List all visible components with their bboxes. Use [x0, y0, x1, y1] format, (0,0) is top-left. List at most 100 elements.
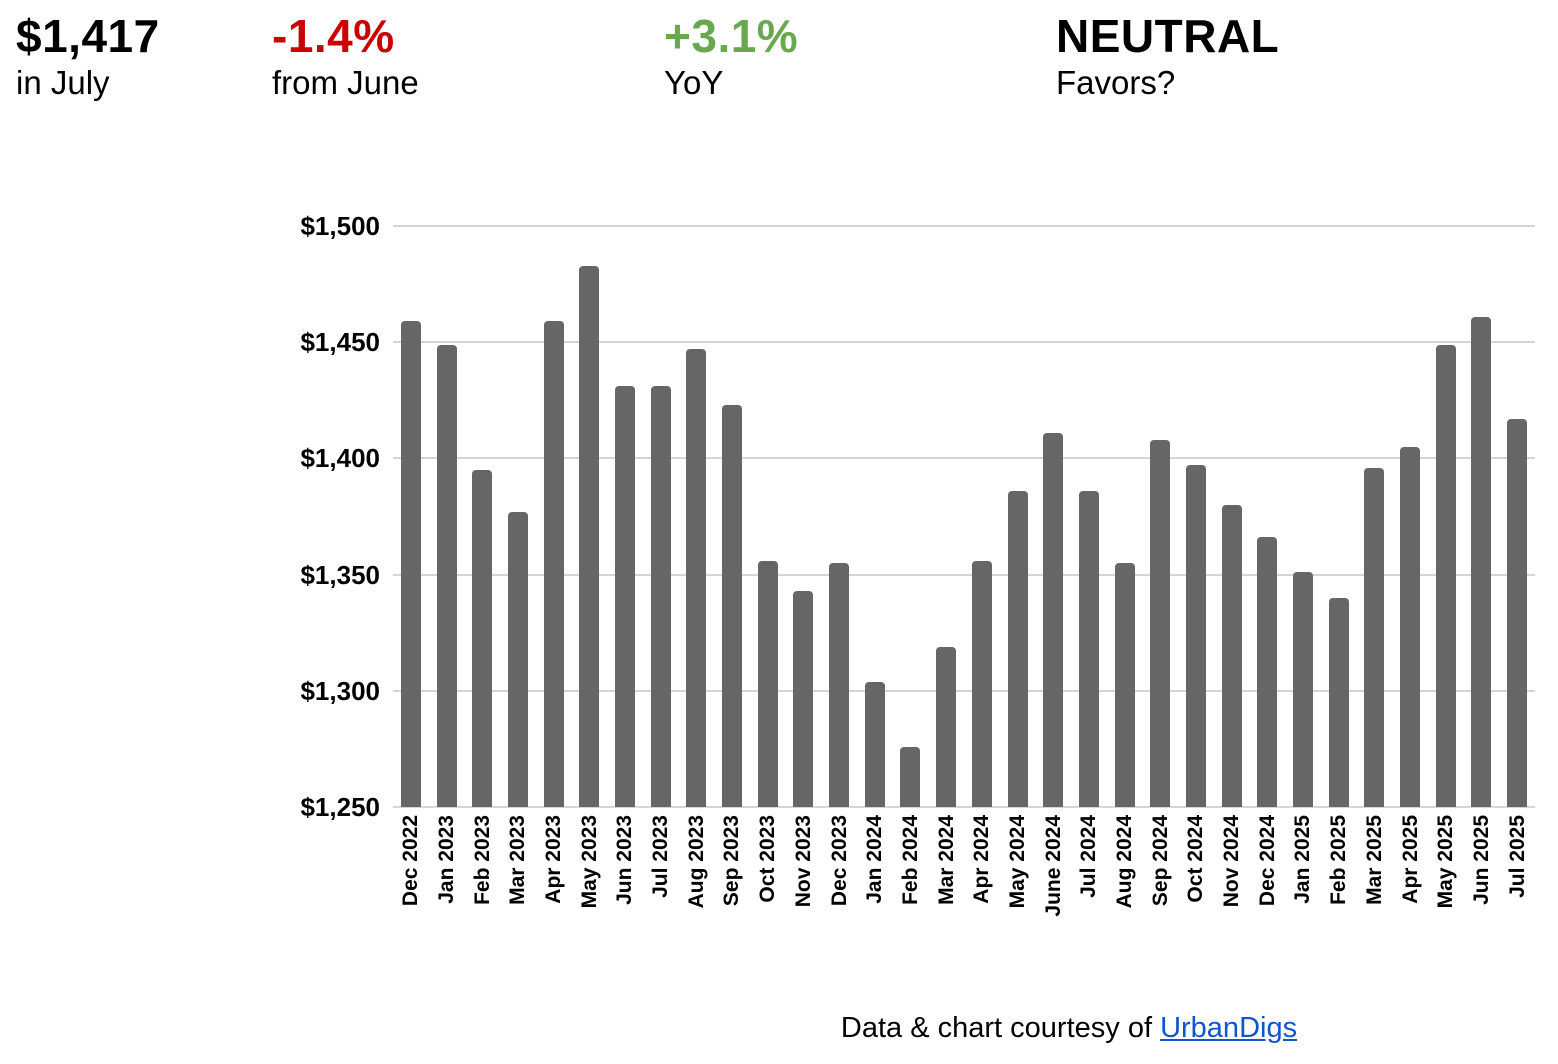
bar-slot — [679, 226, 715, 807]
bar-slot — [1285, 226, 1321, 807]
bar-slot — [464, 226, 500, 807]
bar — [757, 560, 778, 807]
x-tick-label: Mar 2025 — [1362, 815, 1386, 905]
bar — [1150, 439, 1171, 807]
x-tick-label: Apr 2024 — [970, 815, 994, 904]
bar-slot — [821, 226, 857, 807]
y-tick-label: $1,400 — [300, 443, 380, 474]
bar — [1257, 537, 1278, 807]
x-tick-label: Jan 2024 — [863, 815, 887, 904]
bar — [507, 511, 528, 807]
bar-slot — [429, 226, 465, 807]
bar-slot — [1214, 226, 1250, 807]
y-tick-label: $1,300 — [300, 675, 380, 706]
bar — [1078, 490, 1099, 807]
y-tick-label: $1,450 — [300, 327, 380, 358]
bar — [543, 321, 564, 807]
x-tick-label: May 2024 — [1005, 815, 1029, 909]
bar-slot — [500, 226, 536, 807]
x-tick-label: June 2024 — [1041, 815, 1065, 917]
bar — [1507, 418, 1528, 807]
x-tick-label: Jan 2025 — [1291, 815, 1315, 904]
chart-gridlines — [393, 225, 1535, 808]
stat-year-over-year-number: +3.1% — [664, 10, 799, 62]
stat-year-over-year: +3.1% YoY — [664, 10, 798, 102]
gridline — [393, 689, 1535, 692]
bar — [722, 404, 743, 807]
bar — [1364, 467, 1385, 807]
bar — [1114, 562, 1135, 807]
bar-slot — [1321, 226, 1357, 807]
x-tick-label: Mar 2023 — [506, 815, 530, 905]
x-tick-label: Oct 2023 — [756, 815, 780, 903]
bar-slot — [964, 226, 1000, 807]
bar — [400, 321, 421, 807]
stat-month-over-month: -1.4% from June — [272, 10, 419, 102]
bar — [829, 562, 850, 807]
bar — [1221, 504, 1242, 807]
x-tick-label: Sep 2023 — [720, 815, 744, 907]
x-tick-label: May 2025 — [1434, 815, 1458, 909]
x-tick-label: Dec 2023 — [827, 815, 851, 907]
y-tick-label: $1,500 — [300, 211, 380, 241]
gridline — [393, 806, 1535, 808]
gridline — [393, 573, 1535, 576]
bar-slot — [1107, 226, 1143, 807]
x-tick-label: Jul 2023 — [649, 815, 673, 898]
bar — [472, 470, 493, 807]
gridline — [393, 225, 1535, 227]
bar-slot — [786, 226, 822, 807]
bar — [793, 590, 814, 807]
x-tick-label: Feb 2025 — [1327, 815, 1351, 905]
bar-slot — [750, 226, 786, 807]
x-tick-label: Oct 2024 — [1184, 815, 1208, 903]
x-tick-label: Dec 2022 — [399, 815, 423, 907]
bar-slot — [1142, 226, 1178, 807]
bar-slot — [393, 226, 429, 807]
bar — [686, 349, 707, 807]
x-tick-label: Apr 2025 — [1398, 815, 1422, 904]
x-tick-label: Jul 2024 — [1077, 815, 1101, 898]
x-tick-label: Aug 2023 — [684, 815, 708, 909]
bar — [1328, 597, 1349, 807]
x-tick-label: Feb 2023 — [470, 815, 494, 905]
x-tick-label: Nov 2023 — [791, 815, 815, 908]
bar — [1471, 316, 1492, 807]
gridline — [393, 341, 1535, 344]
x-tick-label: Jun 2023 — [613, 815, 637, 905]
x-axis: Dec 2022 Jan 2023 Feb 2023 Mar 2023 Apr 2023… — [393, 815, 1535, 970]
bar — [650, 386, 671, 807]
attribution-text: Data & chart courtesy of — [840, 1012, 1161, 1044]
stat-current-value-number: $1,417 — [16, 10, 160, 62]
bar — [936, 646, 957, 807]
bar-slot — [1428, 226, 1464, 807]
bar — [579, 265, 600, 807]
stat-market-sentiment-value: NEUTRAL — [1056, 10, 1280, 62]
bar — [436, 344, 457, 807]
gridline — [393, 457, 1535, 460]
bar-slot — [1499, 226, 1535, 807]
bar — [1007, 490, 1028, 807]
stat-current-value: $1,417 in July — [16, 10, 160, 102]
bar-slot — [928, 226, 964, 807]
urbandigs-link[interactable]: UrbanDigs — [1160, 1012, 1298, 1044]
bar-slot — [1000, 226, 1036, 807]
bar-slot — [1392, 226, 1428, 807]
x-tick-label: Dec 2024 — [1255, 815, 1279, 907]
bar-slot — [571, 226, 607, 807]
stat-market-sentiment-label: Favors? — [1056, 63, 1176, 101]
bar-slot — [857, 226, 893, 807]
bar — [864, 681, 885, 807]
bar — [1435, 344, 1456, 807]
bar — [971, 560, 992, 807]
bar — [900, 746, 921, 807]
bar — [1293, 572, 1314, 807]
bar — [614, 386, 635, 807]
x-tick-label: May 2023 — [577, 815, 601, 909]
y-tick-label: $1,350 — [300, 559, 380, 590]
bar — [1400, 446, 1421, 807]
x-tick-label: Jan 2023 — [434, 815, 458, 904]
x-tick-label: Aug 2024 — [1113, 815, 1137, 909]
bar — [1043, 432, 1064, 807]
